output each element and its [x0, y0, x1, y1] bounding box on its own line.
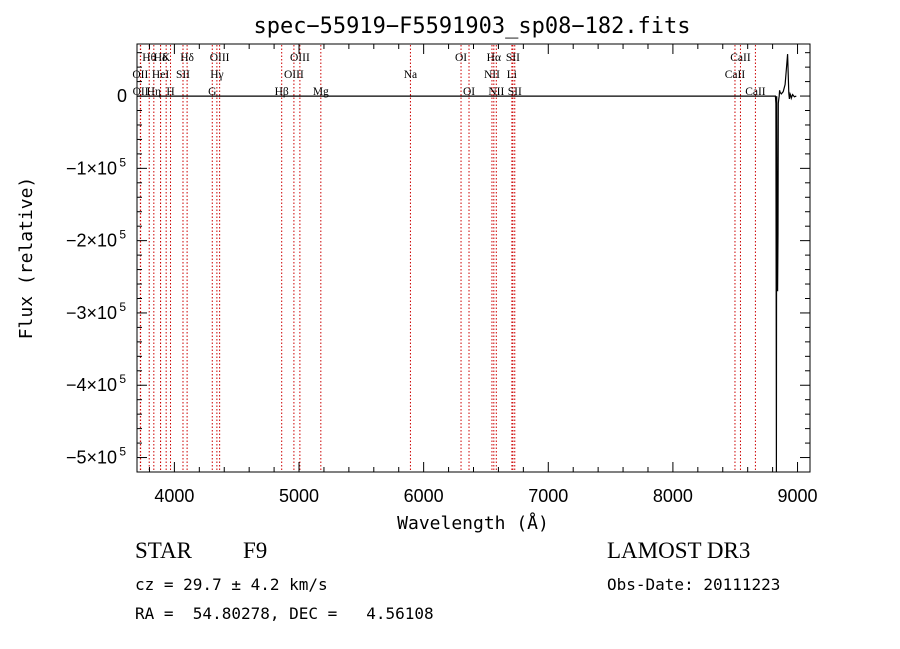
- line-label-19: OI: [463, 86, 475, 98]
- x-axis: 4000 5000 6000 7000 8000 9000: [148, 44, 818, 506]
- x-tick-label-2: 6000: [404, 486, 444, 506]
- spectral-line-markers: [139, 45, 756, 471]
- line-label-27: CaII: [730, 52, 751, 64]
- line-label-17: Na: [404, 69, 417, 81]
- x-tick-label-3: 7000: [528, 486, 568, 506]
- y-tick-exponent-2: 5: [119, 228, 126, 242]
- line-label-9: Hδ: [180, 52, 194, 64]
- series-layer: [137, 54, 797, 473]
- line-label-25: SII: [508, 86, 522, 98]
- line-label-7: H: [166, 86, 174, 98]
- redshift-text: cz = 29.7 ± 4.2 km/s: [135, 575, 328, 594]
- y-tick-label-0: 0: [117, 86, 127, 106]
- line-label-18: OI: [455, 52, 467, 64]
- line-label-13: Hβ: [275, 86, 289, 98]
- line-label-22: NII: [488, 86, 504, 98]
- y-tick-exponent-3: 5: [119, 300, 126, 314]
- y-tick-exponent-5: 5: [119, 445, 126, 459]
- spectral-line-labels: OIIOIIHθHηHeIHδKHSIIHδGHγOIIIHβOIIIOIIIM…: [132, 52, 765, 98]
- line-label-5: Hδ: [154, 52, 168, 64]
- line-label-26: CaII: [725, 69, 746, 81]
- y-tick-label-2: −2×10: [66, 231, 117, 251]
- line-label-20: NII: [484, 69, 500, 81]
- x-axis-label: Wavelength (Å): [397, 512, 549, 534]
- y-tick-label-5: −5×10: [66, 448, 117, 468]
- x-tick-label-1: 5000: [279, 486, 319, 506]
- line-label-23: Li: [507, 69, 517, 81]
- line-label-6: K: [162, 52, 171, 64]
- x-tick-label-5: 9000: [778, 486, 818, 506]
- y-tick-label-4: −4×10: [66, 375, 117, 395]
- line-label-10: G: [208, 86, 216, 98]
- line-label-4: HeI: [152, 69, 169, 81]
- line-label-12: OIII: [210, 52, 230, 64]
- object-class: STAR: [135, 538, 192, 563]
- survey-name: LAMOST DR3: [607, 538, 751, 563]
- y-tick-label-1: −1×10: [66, 158, 117, 178]
- line-label-11: Hγ: [210, 69, 223, 81]
- y-tick-exponent-1: 5: [119, 155, 126, 169]
- object-subclass: F9: [243, 538, 268, 563]
- line-label-0: OII: [132, 69, 148, 81]
- plot-frame: [136, 43, 811, 473]
- line-label-28: CaII: [745, 86, 766, 98]
- y-tick-label-3: −3×10: [66, 303, 117, 323]
- line-label-8: SII: [176, 69, 190, 81]
- line-label-3: Hη: [147, 86, 161, 98]
- line-label-16: Mg: [313, 86, 329, 98]
- x-tick-label-4: 8000: [653, 486, 693, 506]
- coordinates-text: RA = 54.80278, DEC = 4.56108: [135, 604, 434, 623]
- y-axis-label: Flux (relative): [16, 177, 37, 340]
- line-label-15: OIII: [290, 52, 310, 64]
- series-line-0: [137, 54, 797, 473]
- line-label-14: OIII: [284, 69, 304, 81]
- x-tick-label-0: 4000: [154, 486, 194, 506]
- obs-date-text: Obs-Date: 20111223: [607, 575, 781, 594]
- line-label-24: SII: [506, 52, 520, 64]
- y-axis: 0−1×10 5−2×10 5−3×10 5−4×10 5−5×10 5: [66, 52, 810, 473]
- line-label-2: Hθ: [142, 52, 156, 64]
- y-tick-exponent-4: 5: [119, 372, 126, 386]
- line-label-21: Hα: [487, 52, 501, 64]
- chart-title: spec−55919−F5591903_sp08−182.fits: [253, 14, 690, 39]
